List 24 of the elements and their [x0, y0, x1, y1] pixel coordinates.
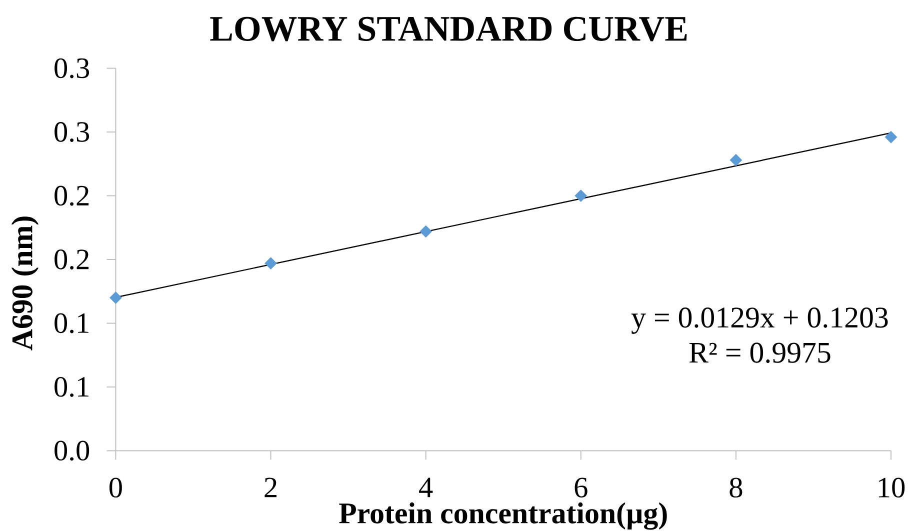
x-tick-label: 0	[109, 478, 122, 498]
annotation: y = 0.0129x + 0.1203	[631, 308, 888, 334]
y-tick-label: 0.2	[54, 186, 89, 206]
y-tick-label: 0.2	[54, 250, 89, 270]
x-tick-label: 2	[264, 478, 276, 498]
chart-title: LOWRY STANDARD CURVE	[210, 16, 687, 42]
x-tick-label: 8	[730, 478, 742, 498]
point	[420, 225, 432, 238]
point	[730, 154, 742, 166]
annotation: R² = 0.9975	[689, 342, 830, 363]
point	[264, 257, 277, 270]
y-tick-label: 0.0	[54, 440, 90, 461]
y-tick-label: 0.3	[54, 58, 90, 78]
point	[574, 190, 588, 202]
y-tick-label: 0.1	[54, 376, 88, 397]
x-tick-label: 6	[574, 478, 588, 498]
y-tick-label: 0.3	[54, 122, 90, 142]
x-tick-label: 4	[419, 478, 433, 498]
x-tick-label: 10	[878, 478, 905, 498]
point	[110, 292, 122, 304]
x-axis-title: Protein concentration(µg)	[339, 502, 667, 530]
y-tick-label: 0.1	[54, 313, 88, 334]
point	[884, 130, 898, 144]
y-axis-title: A690 (nm)	[11, 216, 39, 350]
